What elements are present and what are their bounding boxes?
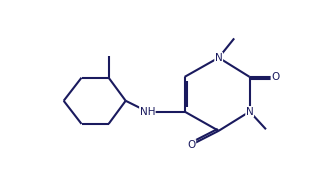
- Text: N: N: [215, 53, 223, 63]
- Text: N: N: [246, 107, 253, 117]
- Text: O: O: [188, 140, 196, 150]
- Text: NH: NH: [140, 107, 155, 117]
- Text: O: O: [271, 72, 279, 82]
